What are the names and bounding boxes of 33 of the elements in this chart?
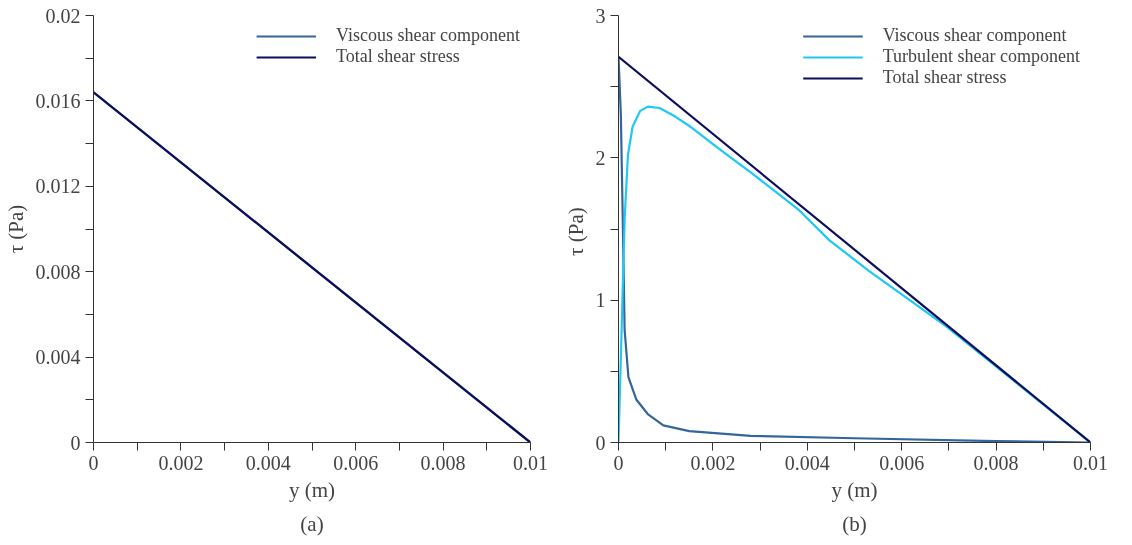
text: (a)	[300, 511, 324, 536]
y-tick-label: 0.004	[35, 346, 81, 369]
y-tick-label: 3	[595, 4, 606, 27]
legend-label: Total shear stress	[882, 67, 1007, 88]
x-tick-label: 0	[613, 451, 624, 474]
y-tick-label: 2	[595, 146, 606, 169]
y-axis-title: τ (Pa)	[563, 207, 588, 256]
x-tick-label: 0	[88, 451, 99, 474]
y-tick-label: 0.012	[35, 175, 81, 198]
x-tick-label: 0.006	[879, 451, 925, 474]
y-tick-label: 0.008	[35, 260, 81, 283]
legend-label: Viscous shear component	[336, 25, 520, 46]
legend-label: Total shear stress	[336, 46, 460, 67]
y-tick-label: 0.02	[45, 4, 81, 27]
y-tick-label: 1	[595, 289, 606, 312]
x-tick-label: 0.01	[1073, 451, 1108, 474]
text: (b)	[842, 511, 867, 536]
x-tick-label: 0.01	[513, 451, 548, 474]
y-tick-label: 0.016	[35, 89, 81, 112]
legend-label: Viscous shear component	[882, 25, 1067, 46]
x-tick-label: 0.006	[333, 451, 379, 474]
x-tick-label: 0.004	[245, 451, 291, 474]
x-tick-label: 0.002	[158, 451, 204, 474]
legend-label: Turbulent shear component	[882, 46, 1080, 67]
x-tick-label: 0.008	[420, 451, 466, 474]
x-tick-label: 0.008	[973, 451, 1019, 474]
x-axis-title: y (m)	[288, 477, 336, 502]
x-tick-label: 0.004	[784, 451, 830, 474]
y-tick-label: 0	[595, 431, 606, 454]
y-axis-title: τ (Pa)	[3, 204, 28, 254]
y-tick-label: 0	[70, 431, 81, 454]
x-axis-title: y (m)	[831, 477, 878, 502]
x-tick-label: 0.002	[690, 451, 736, 474]
